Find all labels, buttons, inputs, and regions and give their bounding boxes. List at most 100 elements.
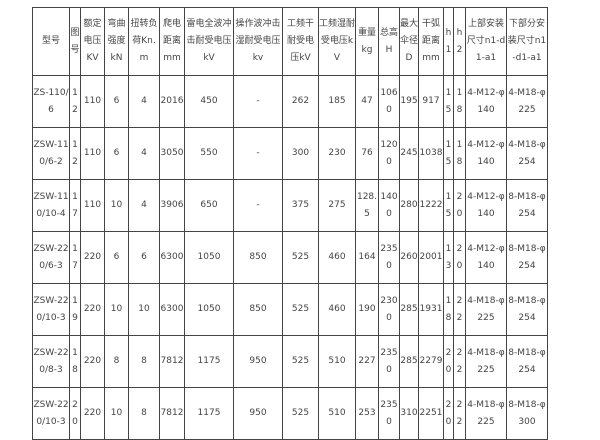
table-cell: 525 [282, 387, 319, 440]
table-cell: 850 [233, 231, 283, 284]
table-cell: 220 [80, 387, 105, 440]
table-cell: 230 [318, 127, 356, 180]
column-header: 型号 [32, 7, 70, 76]
table-cell: 8-M18-φ254 [506, 335, 548, 388]
model-cell: ZSW-220/10-3 [32, 283, 70, 336]
table-cell: 190 [355, 283, 379, 336]
column-header: 重量kg [355, 7, 379, 76]
table-cell: 3050 [159, 127, 185, 180]
table-cell: 6 [128, 231, 160, 284]
table-cell: 76 [355, 127, 379, 180]
table-cell: 460 [318, 231, 356, 284]
table-cell: 650 [184, 179, 234, 232]
table-cell: 253 [355, 387, 379, 440]
table-cell: 10 [128, 283, 160, 336]
table-cell: 1175 [184, 387, 234, 440]
table-cell: 2001 [418, 231, 444, 284]
table-cell: 15 [443, 127, 454, 180]
table-cell: 17 [69, 231, 81, 284]
table-cell: 7812 [159, 335, 185, 388]
table-cell: 8 [128, 387, 160, 440]
table-cell: - [233, 179, 283, 232]
table-cell: 1931 [418, 283, 444, 336]
table-cell: 18 [443, 283, 454, 336]
table-cell: 1200 [378, 127, 400, 180]
column-header: 总高H [378, 7, 400, 76]
table-row: ZSW-220/10-3 19 220 10 10 6300 1050 850 525 460 19… [32, 283, 548, 336]
table-cell: 22 [453, 387, 466, 440]
table-cell: 227 [355, 335, 379, 388]
table-cell: 185 [318, 75, 356, 128]
table-cell: 4 [128, 127, 160, 180]
table-cell: 2350 [378, 387, 400, 440]
table-cell: 3906 [159, 179, 185, 232]
table-cell: 525 [282, 335, 319, 388]
table-cell: 6 [104, 127, 129, 180]
table-cell: 2350 [378, 335, 400, 388]
table-cell: 220 [80, 283, 105, 336]
column-header: 工频湿耐受电压kV [318, 7, 356, 76]
table-cell: 525 [282, 283, 319, 336]
table-cell: 1400 [378, 179, 400, 232]
table-cell: 10 [104, 283, 129, 336]
table-row: ZSW-110/10-4 17 110 10 4 3906 650-375 275 128.5 1… [32, 179, 548, 232]
table-cell: 245 [399, 127, 419, 180]
table-cell: 950 [233, 387, 283, 440]
table-cell: 1050 [184, 231, 234, 284]
table-cell: 4-M18-φ254 [506, 127, 548, 180]
table-cell: 460 [318, 283, 356, 336]
column-header: 图号 [69, 7, 81, 76]
table-cell: 10 [104, 387, 129, 440]
table-cell: 285 [399, 335, 419, 388]
table-cell: 4-M12-φ140 [465, 127, 507, 180]
column-header: h2 [453, 7, 466, 76]
table-cell: 110 [80, 127, 105, 180]
table-cell: 18 [453, 127, 466, 180]
column-header: 弯曲强度kN [104, 7, 129, 76]
table-cell: 220 [80, 335, 105, 388]
table-cell: 4-M12-φ140 [465, 75, 507, 128]
table-cell: 950 [233, 335, 283, 388]
table-cell: 8-M18-φ254 [506, 283, 548, 336]
table-cell: 1050 [184, 283, 234, 336]
table-cell: 15 [443, 75, 454, 128]
model-cell: ZSW-110/10-4 [32, 179, 70, 232]
table-cell: 110 [80, 75, 105, 128]
table-cell: 2300 [378, 283, 400, 336]
table-cell: 1038 [418, 127, 444, 180]
table-cell: 510 [318, 387, 356, 440]
table-cell: 2016 [159, 75, 185, 128]
table-cell: 4 [128, 75, 160, 128]
column-header: 额定电压KV [80, 7, 105, 76]
table-cell: 550 [184, 127, 234, 180]
table-cell: 20 [443, 387, 454, 440]
table-cell: 19 [69, 283, 81, 336]
table-cell: - [233, 127, 283, 180]
table-cell: 285 [399, 283, 419, 336]
table-cell: 20 [69, 387, 81, 440]
table-cell: 262 [282, 75, 319, 128]
table-cell: 4 [128, 179, 160, 232]
table-cell: 917 [418, 75, 444, 128]
table-cell: 2350 [378, 231, 400, 284]
table-row: ZSW-110/6-2 12 110 6 4 3050 550-300 230 76 1200 24… [32, 127, 548, 180]
column-header: h1 [443, 7, 454, 76]
table-cell: - [233, 75, 283, 128]
column-header: 扭转负荷Kn.m [128, 7, 160, 76]
table-cell: 15 [443, 179, 454, 232]
table-cell: 310 [399, 387, 419, 440]
column-header: 干弧距离mm [418, 7, 444, 76]
model-cell: ZS-110/6 [32, 75, 70, 128]
table-row: ZSW-220/10-3 20 220 10 8 7812 1175 950 525 510 253… [32, 387, 548, 440]
table-cell: 47 [355, 75, 379, 128]
table-cell: 128.5 [355, 179, 379, 232]
table-cell: 18 [453, 75, 466, 128]
table-cell: 7812 [159, 387, 185, 440]
table-cell: 20 [453, 231, 466, 284]
column-header: 上部安装尺寸n1-d1-a1 [465, 7, 507, 76]
table-cell: 8-M18-φ300 [506, 387, 548, 440]
column-header: 下部分安装尺寸n1-d1-a1 [506, 7, 548, 76]
table-row: ZSW-220/6-3 17 220 6 6 6300 1050 850 525 460 164 23… [32, 231, 548, 284]
table-cell: 220 [80, 231, 105, 284]
column-header: 雷电全波冲击耐受电压kV [184, 7, 234, 76]
